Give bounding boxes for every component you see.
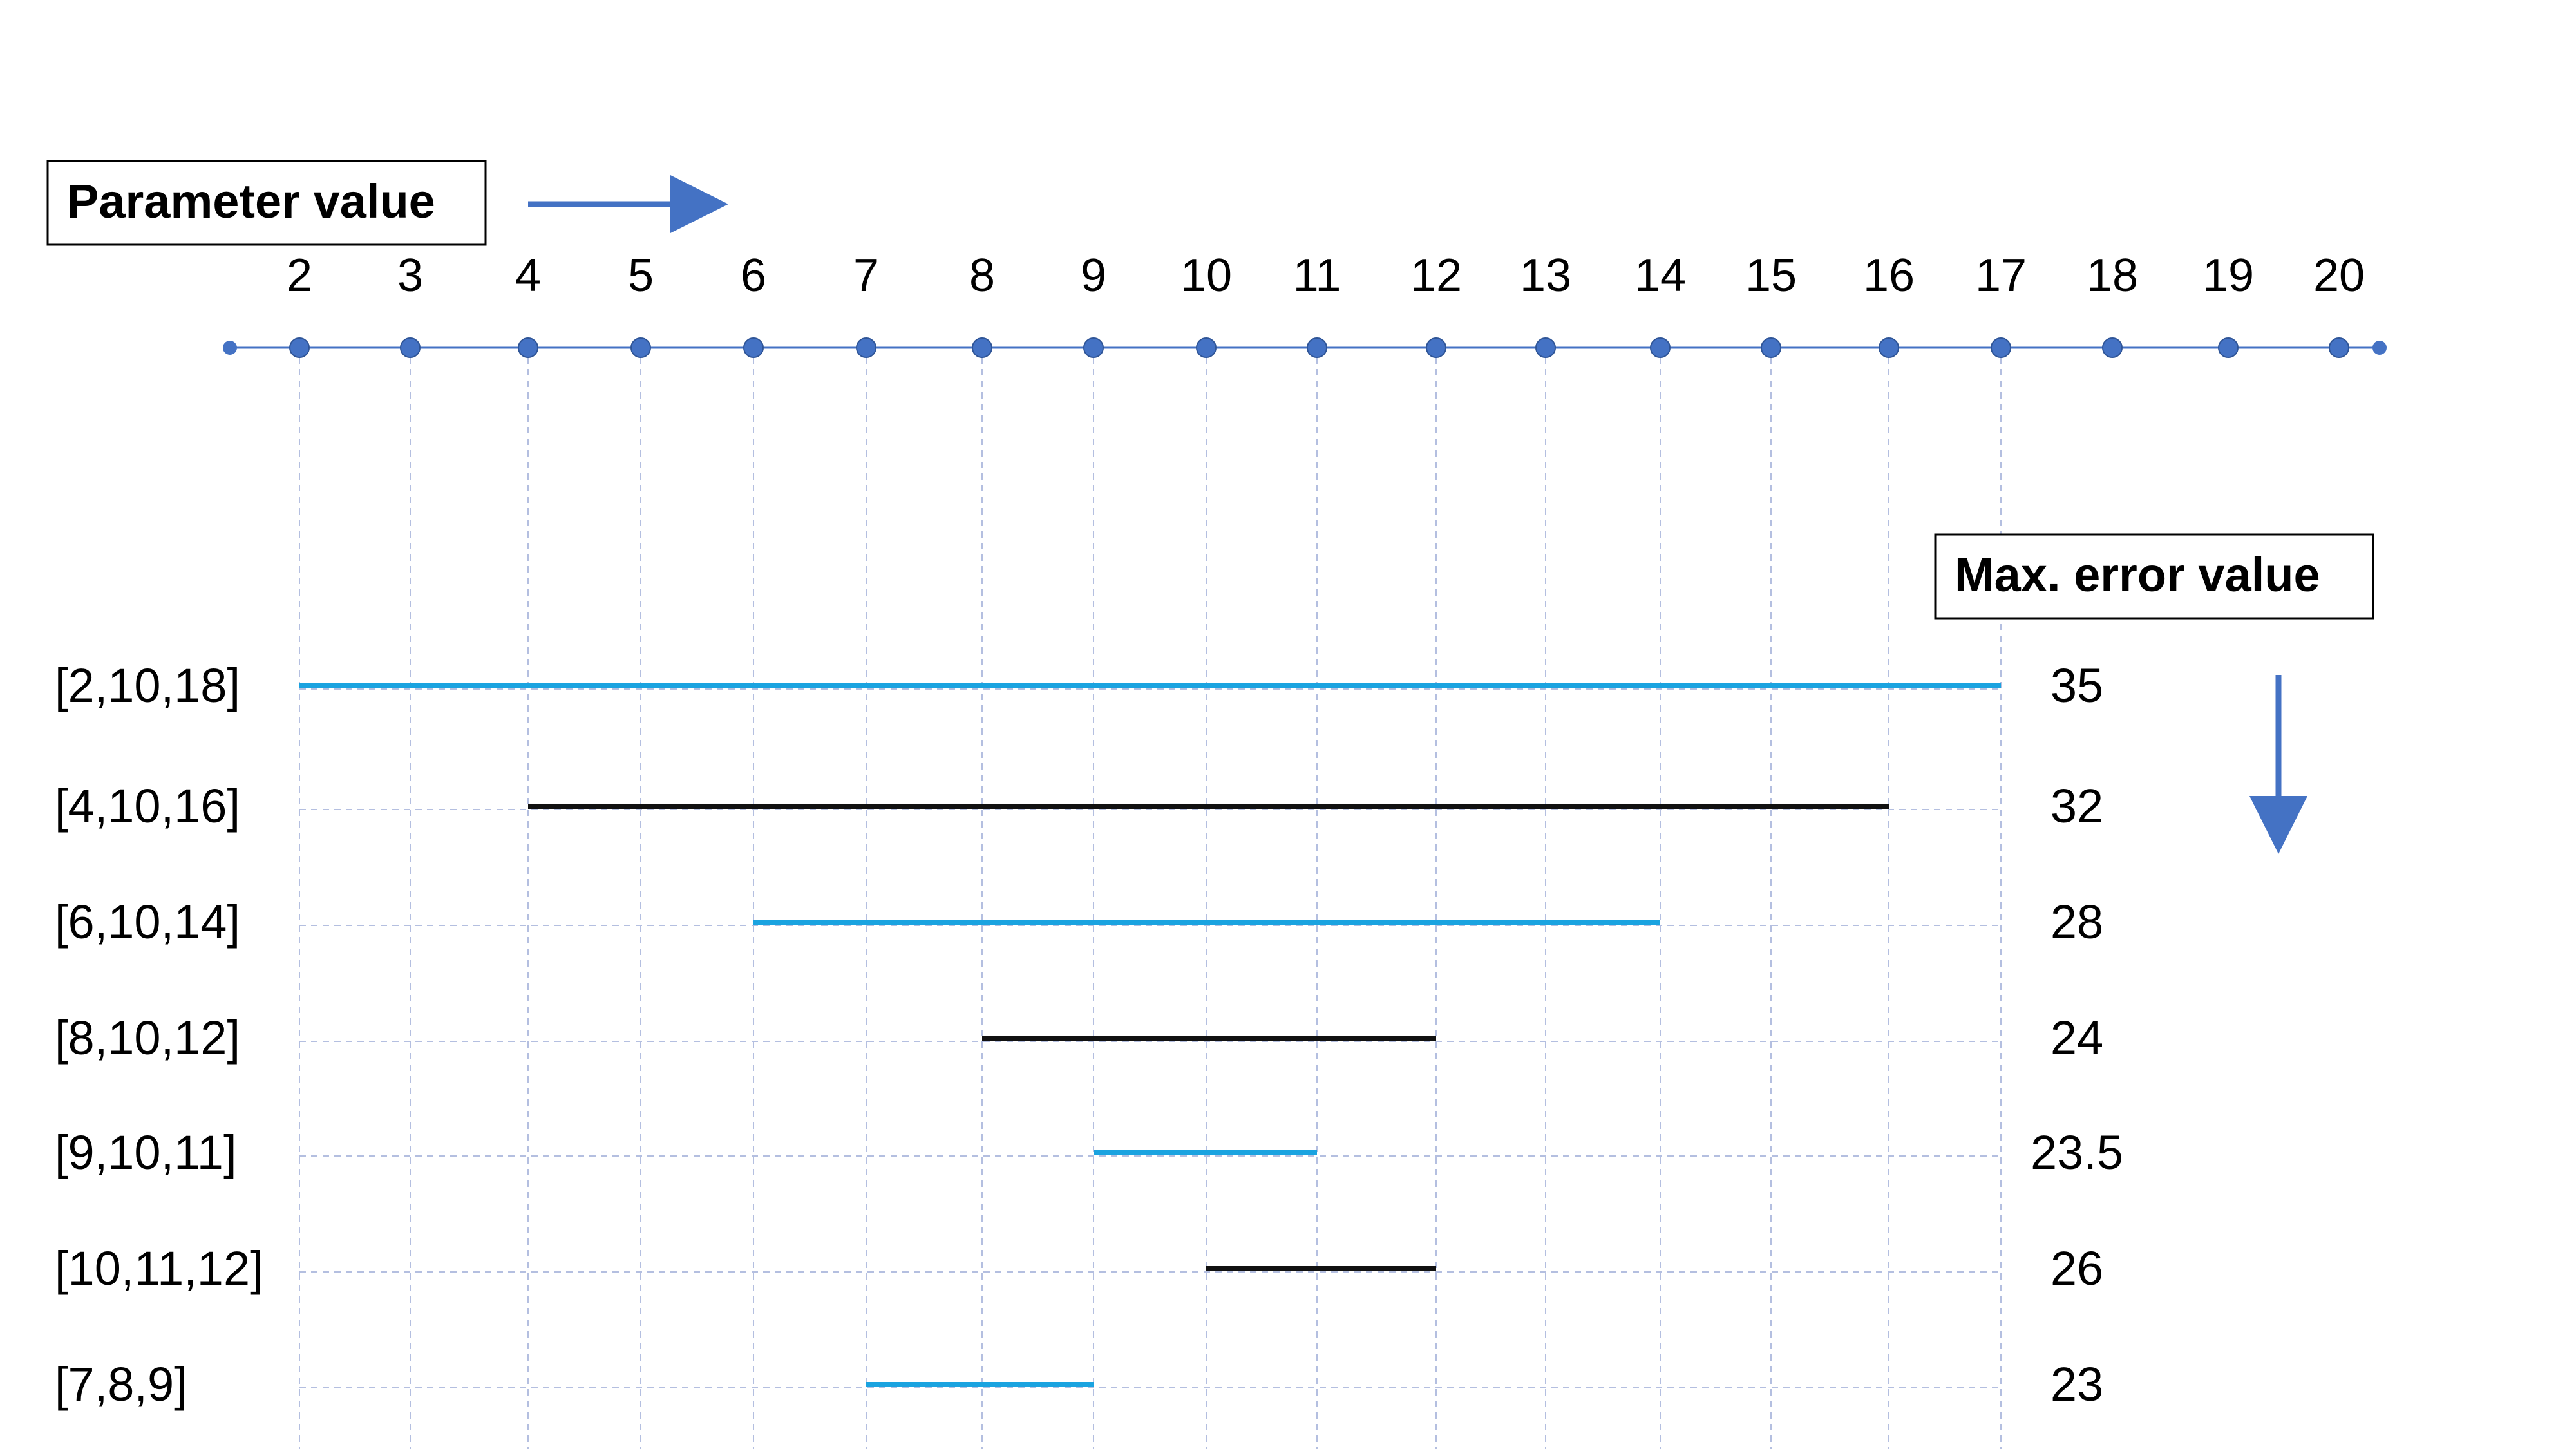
axis-tick-dot xyxy=(2218,337,2239,358)
axis-tick-label: 14 xyxy=(1634,250,1686,301)
range-label: [2,10,18] xyxy=(55,659,240,712)
axis-tick-dot xyxy=(1196,337,1217,358)
max-error-label: Max. error value xyxy=(1955,548,2320,601)
max-error-value: 26 xyxy=(2050,1242,2103,1295)
axis-tick-label: 6 xyxy=(741,250,766,301)
axis-tick-dot xyxy=(518,337,538,358)
parameter-value-label: Parameter value xyxy=(67,175,435,228)
axis-tick-dot xyxy=(743,337,764,358)
axis-tick-dot xyxy=(1991,337,2011,358)
axis-tick-dot xyxy=(1083,337,1104,358)
axis-tick-label: 8 xyxy=(969,250,995,301)
axis-tick-label: 18 xyxy=(2087,250,2138,301)
axis-tick-dot xyxy=(630,337,651,358)
max-error-value: 23.5 xyxy=(2031,1126,2123,1179)
max-error-box: Max. error value xyxy=(1934,533,2374,620)
axis-tick-dot xyxy=(1761,337,1781,358)
axis-tick-dot xyxy=(856,337,876,358)
range-row: [8,10,12] 24 xyxy=(55,1011,2103,1065)
range-row: [4,10,16] 32 xyxy=(55,779,2103,833)
max-error-value: 24 xyxy=(2050,1011,2103,1065)
axis-tick-dot xyxy=(1879,337,1899,358)
range-label: [7,8,9] xyxy=(55,1358,187,1411)
axis-tick-label: 3 xyxy=(397,250,423,301)
axis-tick-dot xyxy=(2329,337,2349,358)
range-label: [9,10,11] xyxy=(55,1126,237,1179)
axis-tick-label: 10 xyxy=(1180,250,1232,301)
range-row: [7,8,9] 23 xyxy=(55,1358,2103,1411)
axis-tick-label: 12 xyxy=(1410,250,1462,301)
axis-tick-label: 4 xyxy=(515,250,541,301)
axis-tick-label: 20 xyxy=(2313,250,2365,301)
axis-tick-dot xyxy=(1307,337,1327,358)
axis-tick-label: 2 xyxy=(287,250,312,301)
range-label: [4,10,16] xyxy=(55,779,240,833)
axis-tick-label: 5 xyxy=(628,250,654,301)
range-row: [6,10,14] 28 xyxy=(55,895,2103,949)
axis-tick-label: 7 xyxy=(853,250,879,301)
axis-tick-dot xyxy=(972,337,992,358)
range-row: [10,11,12] 26 xyxy=(55,1242,2103,1295)
axis-tick-dot xyxy=(289,337,310,358)
axis-tick-label: 11 xyxy=(1293,250,1341,301)
range-label: [6,10,14] xyxy=(55,895,240,949)
axis-tick-dot xyxy=(400,337,421,358)
axis-end-dot xyxy=(2372,341,2387,355)
axis-tick-label: 19 xyxy=(2202,250,2254,301)
max-error-value: 28 xyxy=(2050,895,2103,949)
range-row: [2,10,18] 35 xyxy=(55,659,2103,712)
range-label: [8,10,12] xyxy=(55,1011,240,1065)
parameter-value-box: Parameter value xyxy=(46,160,487,246)
axis-tick-label: 15 xyxy=(1745,250,1797,301)
max-error-value: 23 xyxy=(2050,1358,2103,1411)
axis-tick-dot xyxy=(2102,337,2123,358)
axis-tick-label: 9 xyxy=(1081,250,1106,301)
axis-tick-label: 13 xyxy=(1520,250,1571,301)
axis-tick-dot xyxy=(1650,337,1671,358)
axis-tick-dot xyxy=(1426,337,1446,358)
axis-tick-label: 17 xyxy=(1975,250,2027,301)
axis-ticks: 2 3 4 5 6 7 8 9 10 11 12 13 14 15 16 17 18 19 20 xyxy=(287,250,2365,358)
grid-lines xyxy=(299,357,2003,1449)
range-rows: [2,10,18] 35 [4,10,16] 32 [6,10,14] 28 [8,10,1… xyxy=(55,659,2123,1411)
axis-end-dot xyxy=(223,341,237,355)
range-label: [10,11,12] xyxy=(55,1242,263,1295)
max-error-value: 35 xyxy=(2050,659,2103,712)
max-error-value: 32 xyxy=(2050,779,2103,833)
axis-tick-dot xyxy=(1535,337,1556,358)
range-row: [9,10,11] 23.5 xyxy=(55,1126,2123,1179)
axis-tick-label: 16 xyxy=(1863,250,1915,301)
